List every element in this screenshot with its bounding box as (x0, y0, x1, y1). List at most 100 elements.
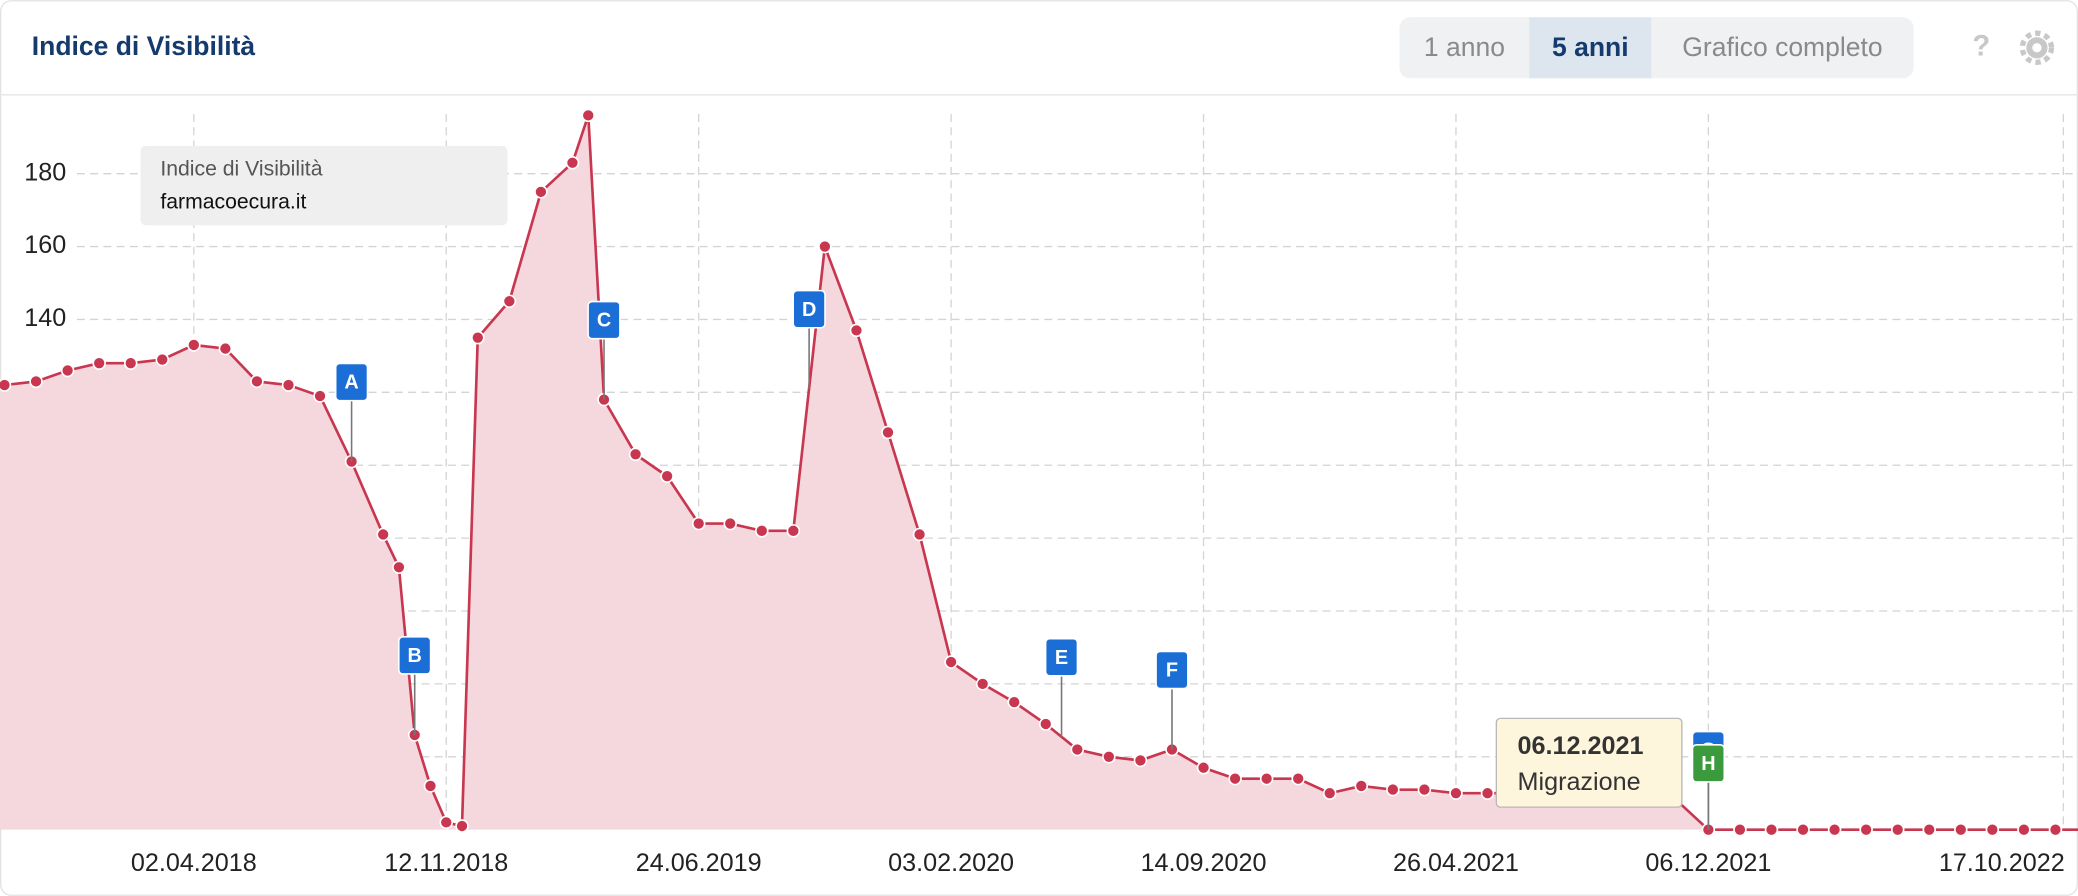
event-label: D (802, 299, 816, 321)
point (1322, 786, 1337, 800)
point (2017, 822, 2031, 837)
event-label: H (1701, 753, 1715, 775)
point (455, 819, 469, 833)
point (944, 655, 958, 669)
point (1449, 786, 1463, 800)
point (628, 447, 643, 462)
legend-box (140, 145, 508, 226)
point (392, 560, 406, 575)
tooltip-date: 06.12.2021 (1518, 732, 1644, 760)
point (313, 389, 327, 403)
event-label: B (408, 645, 422, 667)
point (123, 356, 138, 370)
settings-icon[interactable] (2019, 30, 2055, 66)
point (2048, 822, 2063, 837)
point (1386, 782, 1400, 797)
point (0, 378, 12, 392)
gear-hole (2032, 43, 2042, 53)
point (1764, 822, 1779, 837)
event-marker[interactable] (792, 289, 826, 329)
tooltip-box (1495, 717, 1683, 808)
x-tick-label: 06.12.2021 (1645, 849, 1771, 877)
point (881, 425, 895, 440)
point (218, 341, 233, 356)
point (187, 338, 201, 352)
point (565, 155, 580, 170)
event-marker[interactable] (334, 362, 369, 402)
point (1890, 822, 1905, 837)
point (581, 108, 595, 123)
point (1796, 822, 1810, 837)
point (1102, 750, 1116, 764)
event-marker[interactable] (1155, 650, 1189, 690)
point (1954, 822, 1968, 837)
point (1133, 753, 1148, 768)
point (423, 779, 438, 793)
point (534, 185, 548, 199)
point (818, 239, 832, 254)
point (755, 524, 769, 538)
point (691, 516, 706, 531)
point (1985, 822, 2000, 837)
point (786, 524, 801, 538)
point (60, 363, 75, 378)
point (250, 374, 264, 389)
x-tick-label: 24.06.2019 (636, 849, 762, 877)
point (1417, 782, 1432, 797)
x-tick-label: 26.04.2021 (1393, 849, 1519, 877)
y-tick-label: 180 (24, 158, 66, 186)
point (155, 352, 170, 367)
header-title: Indice di Visibilità (32, 31, 256, 61)
point (29, 374, 43, 389)
point (912, 527, 927, 542)
y-tick-label: 140 (24, 304, 66, 332)
point (1480, 786, 1495, 800)
x-tick-label: 17.10.2022 (1939, 849, 2065, 877)
range-button[interactable]: 5 anni (1552, 32, 1629, 62)
event-marker[interactable] (1691, 744, 1726, 783)
x-tick-label: 03.02.2020 (888, 849, 1014, 877)
button-active-bg (1529, 17, 1652, 79)
point (1354, 779, 1369, 793)
point (660, 469, 674, 483)
x-tick-label: 02.04.2018 (131, 849, 257, 877)
point (1859, 822, 1873, 837)
event-label: F (1166, 660, 1178, 682)
point (1228, 771, 1242, 786)
range-button[interactable]: 1 anno (1424, 32, 1505, 62)
event-marker[interactable] (1044, 637, 1079, 677)
point (1827, 822, 1842, 837)
point (471, 330, 485, 345)
event-label: A (344, 372, 358, 394)
point (849, 323, 864, 338)
x-tick-label: 12.11.2018 (384, 849, 508, 877)
event-label: E (1055, 647, 1068, 669)
legend-title: Indice di Visibilità (160, 157, 322, 180)
point (1733, 822, 1747, 837)
area (0, 115, 2078, 830)
point (1196, 760, 1211, 775)
point (975, 677, 990, 691)
tooltip-text: Migrazione (1518, 768, 1641, 796)
y-tick-label: 160 (24, 231, 66, 259)
point (1070, 742, 1085, 757)
event-label: C (597, 310, 611, 332)
range-button[interactable]: Grafico completo (1682, 32, 1882, 62)
event-marker[interactable] (398, 636, 432, 675)
gear-teeth (2019, 30, 2055, 66)
legend-entry: farmacoecura.it (160, 190, 306, 213)
point (92, 356, 106, 370)
point (1922, 822, 1937, 837)
plot: 2040608010012014016018002.04.201812.11.2… (0, 108, 2078, 877)
button-group (1399, 17, 1914, 79)
point (1039, 717, 1053, 731)
event-marker[interactable] (587, 300, 621, 340)
point (439, 815, 454, 830)
point (1259, 771, 1274, 786)
point (1291, 771, 1305, 786)
point (502, 294, 517, 308)
help-icon[interactable]: ? (1972, 30, 1990, 62)
x-tick-label: 14.09.2020 (1141, 849, 1267, 877)
range-buttons: 1 anno 5 anni Grafico completo (1399, 17, 1914, 79)
